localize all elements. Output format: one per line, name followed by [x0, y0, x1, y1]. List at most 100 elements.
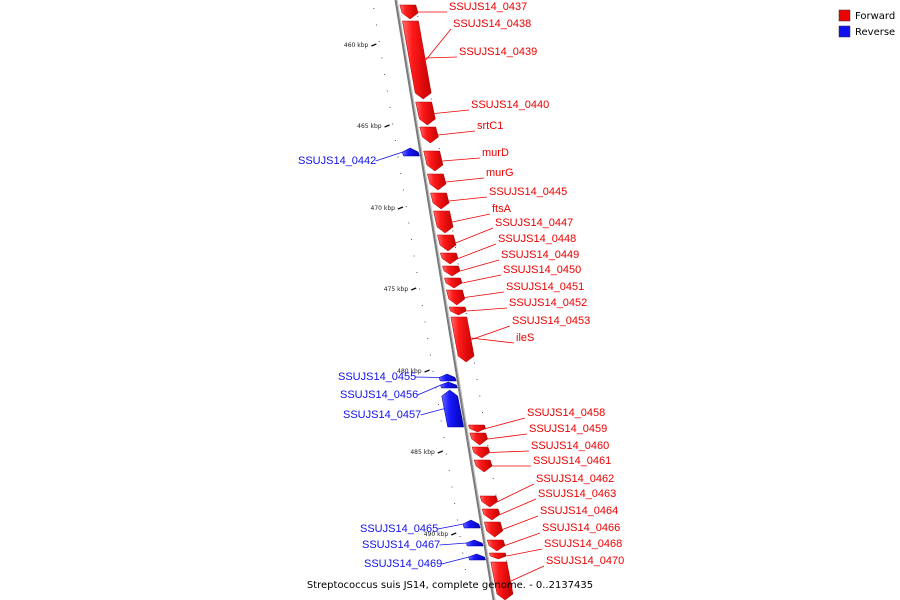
minor-tick-left: [413, 255, 415, 257]
leader-line-SSUJS14_0453: [471, 325, 511, 340]
leader-line-SSUJS14_0457: [420, 408, 445, 416]
gene-arrow-SSUJS14_0448: [439, 252, 459, 265]
backbone-line: [394, 0, 496, 600]
gene-label-murD: murD: [482, 147, 509, 159]
minor-tick-left: [376, 24, 378, 26]
kbp-ticks: 460 kbp 465 kbp 470 kbp 475 kbp 480 kbp 485 k…: [344, 42, 457, 538]
gene-arrow-SSUJS14_0453: [450, 316, 475, 363]
gene-arrow-SSUJS14_0461: [473, 459, 493, 473]
leader-line-ileS: [471, 337, 515, 344]
gene-labels: SSUJS14_0437 SSUJS14_0438 SSUJS14_0439 SSUJ…: [298, 1, 624, 582]
backbone: [394, 0, 496, 600]
gene-label-SSUJS14_0440: SSUJS14_0440: [471, 99, 549, 111]
minor-tick-left: [394, 140, 396, 141]
leader-line-SSUJS14_0449: [460, 259, 500, 272]
gene-arrow-SSUJS14_0457: [441, 389, 465, 428]
legend-swatch-reverse: [838, 25, 851, 38]
gene-arrow-SSUJS14_0464: [483, 521, 503, 538]
minor-tick-left: [456, 519, 458, 521]
kbp-tick-label: 475 kbp: [384, 286, 409, 293]
minor-tick-left: [451, 486, 453, 488]
minor-tick-left: [411, 239, 413, 240]
gene-label-SSUJS14_0442: SSUJS14_0442: [298, 155, 376, 167]
minor-tick-right: [487, 445, 489, 446]
kbp-tick-mark: [371, 43, 377, 47]
gene-arrow-SSUJS14_0458: [468, 424, 486, 433]
minor-tick-right: [452, 230, 454, 232]
gene-arrow-SSUJS14_0469: [468, 553, 486, 561]
gene-arrow-ftsA: [433, 210, 454, 234]
legend-label-forward: Forward: [855, 11, 895, 22]
leader-line-SSUJS14_0465: [437, 523, 464, 530]
leader-line-SSUJS14_0447: [455, 227, 494, 244]
leader-line-SSUJS14_0466: [504, 532, 541, 546]
minor-tick-left: [454, 503, 456, 504]
gene-label-SSUJS14_0466: SSUJS14_0466: [542, 522, 620, 534]
gene-arrow-SSUJS14_0440: [415, 101, 436, 126]
gene-arrow-SSUJS14_0451: [446, 289, 466, 306]
leader-line-SSUJS14_0458: [485, 417, 526, 429]
gene-arrow-SSUJS14_0470: [490, 561, 514, 600]
minor-tick-left: [432, 371, 434, 372]
gene-arrow-srtC1: [419, 126, 439, 144]
minor-tick-left: [384, 74, 386, 75]
gene-label-SSUJS14_0470: SSUJS14_0470: [546, 555, 624, 567]
kbp-tick-mark: [410, 287, 417, 291]
leader-line-SSUJS14_0467: [439, 542, 467, 546]
gene-arrow-SSUJS14_0442: [401, 147, 420, 157]
leader-line-SSUJS14_0469: [441, 556, 470, 565]
gene-arrow-SSUJS14_0445: [430, 192, 450, 210]
legend-label-reverse: Reverse: [855, 27, 895, 38]
minor-tick-right: [492, 478, 494, 479]
gene-label-SSUJS14_0458: SSUJS14_0458: [527, 407, 605, 419]
gene-label-SSUJS14_0448: SSUJS14_0448: [498, 233, 576, 245]
gene-arrow-SSUJS14_0466: [486, 539, 506, 552]
gene-label-SSUJS14_0455: SSUJS14_0455: [338, 371, 416, 383]
minor-tick-left: [402, 189, 404, 191]
legend-swatch-forward: [838, 9, 851, 22]
gene-arrow-SSUJS14_0455: [438, 373, 457, 382]
kbp-tick-mark: [397, 206, 404, 210]
leader-line-SSUJS14_0455: [415, 376, 440, 378]
minor-tick-left: [400, 173, 402, 174]
minor-tick-left: [378, 41, 380, 42]
leader-line-SSUJS14_0448: [458, 243, 497, 259]
gene-label-SSUJS14_0461: SSUJS14_0461: [533, 455, 611, 467]
kbp-tick-mark: [450, 532, 457, 536]
gene-label-SSUJS14_0437: SSUJS14_0437: [449, 1, 527, 13]
gene-label-ileS: ileS: [516, 332, 534, 344]
kbp-tick-mark: [384, 124, 390, 128]
gene-label-SSUJS14_0451: SSUJS14_0451: [506, 281, 584, 293]
gene-label-SSUJS14_0445: SSUJS14_0445: [489, 186, 567, 198]
kbp-tick-mark: [424, 369, 430, 373]
gene-label-SSUJS14_0456: SSUJS14_0456: [340, 389, 418, 401]
kbp-tick-label: 460 kbp: [344, 42, 369, 49]
gene-label-SSUJS14_0452: SSUJS14_0452: [509, 297, 587, 309]
gene-label-SSUJS14_0447: SSUJS14_0447: [495, 217, 573, 229]
minor-tick-left: [440, 420, 442, 422]
minor-tick-left: [386, 90, 388, 92]
minor-tick-right: [479, 395, 481, 397]
minor-tick-right: [417, 16, 419, 17]
minor-tick-right: [457, 263, 459, 265]
minor-tick-left: [427, 338, 429, 339]
minor-tick-left: [381, 57, 383, 59]
minor-tick-left: [419, 288, 421, 290]
gene-label-ftsA: ftsA: [492, 203, 512, 215]
minor-tick-left: [464, 569, 466, 570]
gene-label-SSUJS14_0462: SSUJS14_0462: [536, 473, 614, 485]
leader-line-SSUJS14_0452: [466, 307, 508, 312]
minor-tick-left: [416, 272, 418, 273]
leader-line-SSUJS14_0464: [502, 515, 539, 530]
minor-tick-left: [408, 222, 410, 224]
gene-label-SSUJS14_0449: SSUJS14_0449: [501, 249, 579, 261]
gene-arrow-SSUJS14_0462: [479, 495, 499, 508]
leader-line-srtC1: [438, 130, 476, 136]
gene-arrow-murD: [423, 150, 444, 172]
gene-label-SSUJS14_0453: SSUJS14_0453: [512, 315, 590, 327]
leader-line-SSUJS14_0438: [425, 28, 452, 61]
gene-arrow-SSUJS14_0452: [448, 306, 467, 316]
gene-arrow-SSUJS14_0449: [442, 265, 461, 277]
kbp-tick-label: 480 kbp: [397, 368, 422, 375]
leader-line-SSUJS14_0462: [497, 483, 535, 502]
